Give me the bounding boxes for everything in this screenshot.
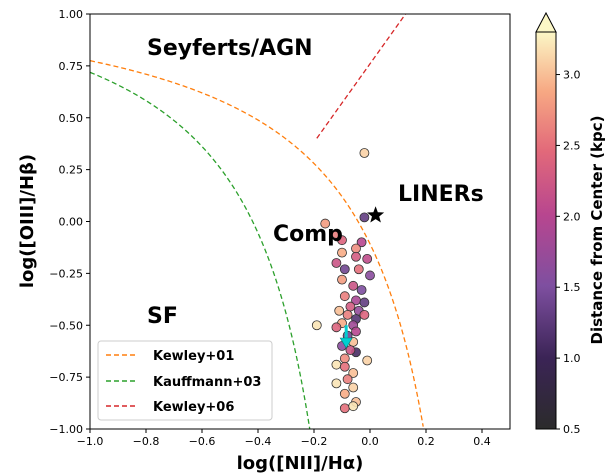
data-point — [337, 235, 347, 246]
legend-label-kauffmann03: Kauffmann+03 — [153, 375, 261, 390]
data-point — [362, 253, 373, 264]
data-point — [334, 305, 345, 316]
y-tick-label: −1.00 — [49, 423, 83, 436]
colorbar-tick-label: 1.5 — [563, 281, 581, 294]
data-point — [356, 237, 367, 248]
data-point — [348, 280, 359, 291]
x-tick-label: −1.0 — [77, 435, 104, 448]
x-tick-label: 0.2 — [417, 435, 435, 448]
y-axis-ticks: −1.00 −0.75 −0.50 −0.25 0.00 0.25 0.50 0.75 1.00 — [49, 8, 90, 436]
colorbar: 0.5 1.0 1.5 2.0 2.5 3.0 Distance from Center … — [535, 11, 606, 436]
data-point — [331, 322, 342, 333]
legend-label-kewley01: Kewley+01 — [153, 349, 234, 364]
data-point — [339, 291, 350, 302]
data-point — [359, 212, 370, 223]
colorbar-gradient — [535, 31, 557, 430]
data-point — [348, 368, 359, 378]
data-point — [311, 320, 322, 331]
region-label-seyferts: Seyferts/AGN — [147, 36, 313, 61]
colorbar-tick-label: 0.5 — [563, 423, 581, 436]
y-tick-label: 0.50 — [59, 112, 84, 125]
colorbar-ticks: 0.5 1.0 1.5 2.0 2.5 3.0 — [556, 69, 581, 436]
colorbar-tick-label: 1.0 — [563, 352, 581, 365]
data-point — [337, 274, 347, 285]
data-point — [359, 297, 370, 308]
kewley01-curve — [90, 60, 424, 427]
star-marker — [367, 206, 385, 223]
y-tick-label: −0.50 — [49, 319, 83, 332]
colorbar-extend-triangle — [535, 11, 557, 33]
x-tick-label: −0.8 — [133, 435, 160, 448]
region-label-sf: SF — [147, 304, 178, 329]
data-point — [339, 264, 350, 275]
data-point — [348, 382, 359, 393]
x-tick-label: −0.2 — [301, 435, 328, 448]
legend-label-kewley06: Kewley+06 — [153, 400, 234, 415]
data-point — [337, 247, 347, 258]
data-point — [320, 218, 331, 229]
data-point — [339, 388, 350, 399]
data-point — [353, 264, 364, 275]
data-point — [348, 401, 359, 412]
legend-box — [97, 340, 273, 421]
data-point — [331, 378, 342, 389]
data-point — [356, 285, 367, 295]
data-point — [362, 355, 373, 366]
colorbar-label: Distance from Center (kpc) — [588, 116, 606, 345]
data-point — [339, 403, 350, 414]
data-point — [351, 243, 361, 254]
data-point — [342, 309, 353, 320]
colorbar-tick-label: 3.0 — [563, 69, 581, 82]
y-axis-label: log([OIII]/Hβ) — [17, 154, 38, 288]
x-tick-label: 0.4 — [473, 435, 491, 448]
data-point — [331, 229, 342, 239]
data-point — [345, 345, 356, 356]
x-tick-label: −0.6 — [189, 435, 216, 448]
y-tick-label: 0.00 — [59, 216, 84, 229]
data-point — [351, 251, 361, 262]
y-tick-label: −0.75 — [49, 371, 83, 384]
upper-limit-arrow — [339, 325, 353, 349]
y-tick-label: 0.75 — [59, 60, 84, 73]
y-tick-label: −0.25 — [49, 267, 83, 280]
y-tick-label: 0.25 — [59, 164, 84, 177]
x-tick-label: −0.4 — [245, 435, 272, 448]
x-axis-ticks: −1.0 −0.8 −0.6 −0.4 −0.2 0.0 0.2 0.4 — [77, 429, 491, 448]
colorbar-tick-label: 2.0 — [563, 210, 581, 223]
y-tick-label: 1.00 — [59, 8, 84, 21]
data-point — [331, 258, 342, 268]
region-label-comp: Comp — [273, 222, 343, 247]
data-point — [331, 359, 342, 370]
region-label-liners: LINERs — [398, 182, 484, 207]
data-point — [345, 301, 356, 312]
x-tick-label: 0.0 — [361, 435, 379, 448]
data-point — [342, 374, 353, 385]
data-point — [359, 148, 370, 158]
data-point — [339, 353, 350, 364]
colorbar-tick-label: 2.5 — [563, 139, 581, 152]
data-point — [339, 361, 350, 372]
legend: Kewley+01 Kauffmann+03 Kewley+06 — [97, 340, 273, 421]
data-point — [351, 326, 361, 337]
data-point — [365, 270, 375, 281]
x-axis-label: log([NII]/Hα) — [237, 453, 364, 474]
kauffmann03-curve — [90, 71, 311, 429]
scatter-points — [311, 148, 375, 414]
data-point — [359, 309, 370, 320]
